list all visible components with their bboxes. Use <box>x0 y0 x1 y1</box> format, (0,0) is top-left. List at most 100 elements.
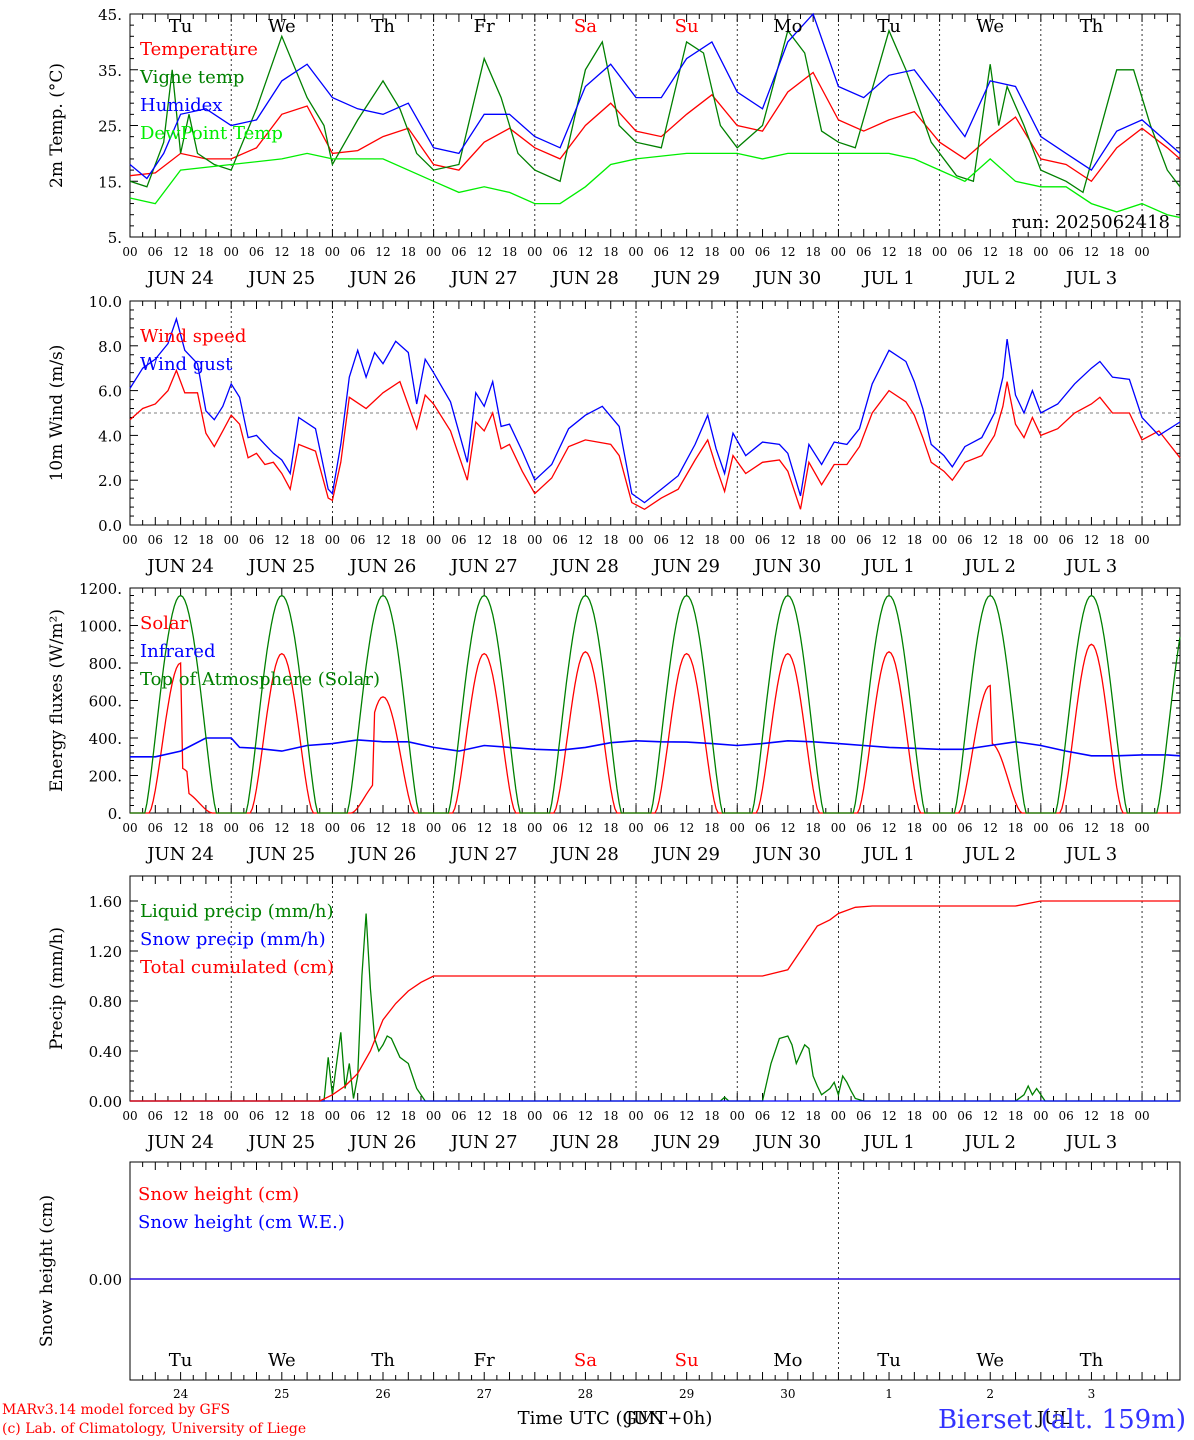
date-label: JUN 26 <box>348 556 417 577</box>
hour-tick-label: 00 <box>628 533 643 547</box>
series-line-humidex <box>129 12 1181 180</box>
day-name: Th <box>1080 16 1104 37</box>
hour-tick-label: 00 <box>1134 821 1149 835</box>
month-label-jun: JUN <box>624 1408 664 1429</box>
hour-tick-label: 18 <box>299 245 314 259</box>
y-axis-label: Precip (mm/h) <box>47 927 67 1050</box>
hour-tick-label: 12 <box>375 245 390 259</box>
y-tick-label: 1000. <box>79 618 122 636</box>
legend-entry: Snow precip (mm/h) <box>140 929 326 950</box>
day-name: Th <box>371 1350 395 1371</box>
day-name: Th <box>1080 1350 1104 1371</box>
hour-tick-label: 00 <box>1134 1109 1149 1123</box>
legend-entry: Liquid precip (mm/h) <box>140 901 334 922</box>
bottom-date-label: 24 <box>173 1387 189 1401</box>
hour-tick-label: 00 <box>527 533 542 547</box>
hour-tick-label: 18 <box>805 533 820 547</box>
hour-tick-label: 00 <box>831 1109 846 1123</box>
hour-tick-label: 18 <box>603 1109 618 1123</box>
hour-tick-label: 00 <box>1033 245 1048 259</box>
hour-tick-label: 12 <box>173 1109 188 1123</box>
y-axis-label: Energy fluxes (W/m²) <box>47 609 67 792</box>
hour-tick-label: 06 <box>755 533 770 547</box>
hour-tick-label: 12 <box>983 1109 998 1123</box>
legend-entry: Snow height (cm) <box>138 1184 299 1205</box>
hour-tick-label: 12 <box>375 1109 390 1123</box>
date-label: JUL 3 <box>1064 268 1118 289</box>
date-label: JUN 26 <box>348 268 417 289</box>
y-axis-label: Snow height (cm) <box>37 1195 57 1347</box>
hour-tick-label: 12 <box>983 533 998 547</box>
hour-tick-label: 06 <box>856 533 871 547</box>
hour-tick-label: 00 <box>122 533 137 547</box>
hour-tick-label: 12 <box>679 533 694 547</box>
hour-tick-label: 06 <box>148 245 163 259</box>
hour-tick-label: 12 <box>173 245 188 259</box>
y-tick-label: 15. <box>98 173 122 191</box>
hour-tick-label: 06 <box>1059 1109 1074 1123</box>
hour-tick-label: 18 <box>401 245 416 259</box>
hour-tick-label: 12 <box>983 245 998 259</box>
series-line-vigne-temp <box>129 28 1181 194</box>
legend-entry: Humidex <box>140 95 222 116</box>
date-label: JUN 28 <box>550 844 619 865</box>
hour-tick-label: 06 <box>957 245 972 259</box>
series-line-solar <box>130 643 1180 814</box>
hour-tick-label: 12 <box>881 533 896 547</box>
date-label: JUN 24 <box>145 1132 214 1153</box>
hour-tick-label: 12 <box>274 533 289 547</box>
hour-tick-label: 18 <box>1008 821 1023 835</box>
hour-tick-label: 12 <box>477 533 492 547</box>
y-tick-label: 0. <box>108 805 122 823</box>
day-name: Sa <box>574 1350 597 1371</box>
y-tick-label: 0.40 <box>89 1043 122 1061</box>
hour-tick-label: 12 <box>881 821 896 835</box>
date-label: JUL 2 <box>962 268 1016 289</box>
y-tick-label: 0.0 <box>98 517 122 535</box>
series-line-wind-gust <box>129 316 1181 504</box>
bottom-date-label: 28 <box>578 1387 593 1401</box>
hour-tick-label: 18 <box>1109 821 1124 835</box>
date-label: JUN 27 <box>449 844 518 865</box>
hour-tick-label: 12 <box>881 1109 896 1123</box>
hour-tick-label: 18 <box>907 1109 922 1123</box>
hour-tick-label: 18 <box>502 533 517 547</box>
hour-tick-label: 00 <box>426 821 441 835</box>
day-name: Su <box>675 16 699 37</box>
day-name: Fr <box>474 16 495 37</box>
y-tick-label: 600. <box>89 693 122 711</box>
date-label: JUL 2 <box>962 556 1016 577</box>
date-label: JUN 25 <box>246 1132 315 1153</box>
series-line-wind-speed <box>129 368 1181 511</box>
hour-tick-label: 00 <box>224 821 239 835</box>
hour-tick-label: 18 <box>1008 245 1023 259</box>
day-name: Th <box>371 16 395 37</box>
y-tick-label: 200. <box>89 768 122 786</box>
bottom-date-label: 3 <box>1088 1387 1096 1401</box>
hour-tick-label: 18 <box>502 245 517 259</box>
panel-snow: 0.00 Snow height (cm) Snow height (cm) Snow… <box>37 1161 1181 1401</box>
y-tick-label: 45. <box>98 6 122 24</box>
hour-tick-label: 06 <box>856 821 871 835</box>
hour-tick-label: 18 <box>603 821 618 835</box>
hour-tick-label: 18 <box>502 821 517 835</box>
hour-tick-label: 06 <box>654 533 669 547</box>
hour-tick-label: 06 <box>249 821 264 835</box>
hour-tick-label: 00 <box>932 245 947 259</box>
hour-tick-label: 06 <box>350 533 365 547</box>
date-label: JUL 1 <box>861 556 915 577</box>
hour-tick-label: 00 <box>1033 533 1048 547</box>
station-label: Bierset (alt. 159m) <box>938 1405 1186 1435</box>
hour-tick-label: 18 <box>704 1109 719 1123</box>
hour-tick-label: 06 <box>654 821 669 835</box>
hour-tick-label: 12 <box>477 1109 492 1123</box>
date-label: JUN 29 <box>651 556 720 577</box>
legend-entry: Snow height (cm W.E.) <box>138 1212 345 1233</box>
hour-tick-label: 00 <box>122 245 137 259</box>
y-tick-label: 25. <box>98 118 122 136</box>
hour-tick-label: 18 <box>401 1109 416 1123</box>
date-label: JUN 24 <box>145 556 214 577</box>
hour-tick-label: 12 <box>274 1109 289 1123</box>
hour-tick-label: 12 <box>679 821 694 835</box>
date-label: JUN 27 <box>449 556 518 577</box>
